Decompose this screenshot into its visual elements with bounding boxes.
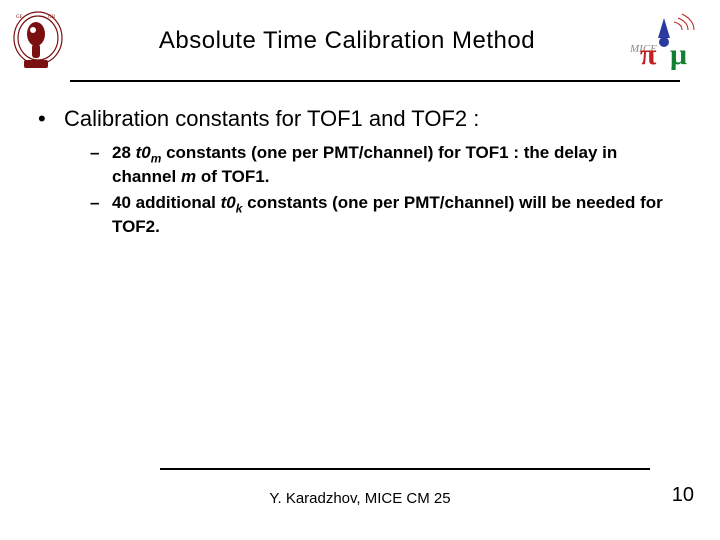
title-wrap: Absolute Time Calibration Method: [66, 27, 628, 55]
logo-left: GE CH: [10, 8, 66, 74]
page-title: Absolute Time Calibration Method: [66, 27, 628, 55]
header: GE CH Absolute Time Calibration Method M…: [0, 0, 720, 74]
logo-right: MICE π μ: [628, 12, 700, 70]
sub1-prefix: 28: [112, 143, 136, 162]
svg-text:π: π: [640, 38, 657, 70]
bullet-level1: • Calibration constants for TOF1 and TOF…: [36, 106, 684, 132]
sub1-text: 28 t0m constants (one per PMT/channel) f…: [112, 142, 684, 188]
svg-text:CH: CH: [48, 15, 55, 20]
bullet-level2: – 28 t0m constants (one per PMT/channel)…: [90, 142, 684, 188]
page-number: 10: [672, 484, 694, 507]
sub2-prefix: 40 additional: [112, 193, 221, 212]
svg-text:μ: μ: [670, 38, 687, 70]
bullet-level2: – 40 additional t0k constants (one per P…: [90, 192, 684, 238]
divider-bottom: [160, 468, 650, 470]
bullet-text: Calibration constants for TOF1 and TOF2 …: [64, 106, 684, 132]
content: • Calibration constants for TOF1 and TOF…: [0, 82, 720, 237]
sub1-var: t0: [136, 143, 151, 162]
svg-text:GE: GE: [16, 15, 23, 20]
sub1-mvar: m: [181, 167, 196, 186]
sub2-text: 40 additional t0k constants (one per PMT…: [112, 192, 684, 238]
divider-top: [70, 80, 680, 82]
bullet-marker: •: [36, 106, 64, 132]
sub1-subidx: m: [151, 151, 162, 165]
footer-author: Y. Karadzhov, MICE CM 25: [0, 490, 720, 507]
dash-marker: –: [90, 192, 112, 213]
sub2-var: t0: [221, 193, 236, 212]
sub1-suffix: of TOF1.: [196, 167, 269, 186]
dash-marker: –: [90, 142, 112, 163]
